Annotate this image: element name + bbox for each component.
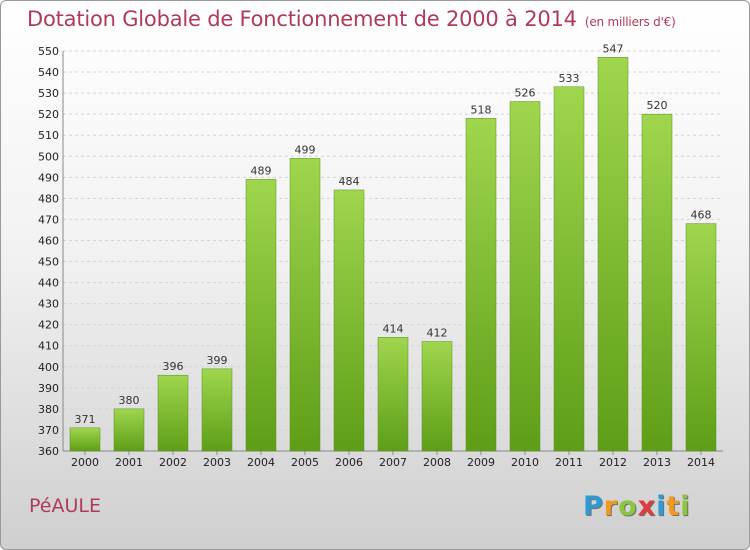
bar xyxy=(113,408,145,452)
data-labels: 371 380 396 399 489 499 484 414 412 518 526 533 547 5… xyxy=(75,42,712,426)
data-label: 547 xyxy=(603,42,624,55)
data-label: 371 xyxy=(75,413,96,426)
y-tick-label: 480 xyxy=(38,192,59,205)
y-tick-label: 410 xyxy=(38,340,59,353)
logo-letter: t xyxy=(666,491,681,522)
data-label: 414 xyxy=(383,322,404,335)
y-tick-label: 550 xyxy=(38,45,59,58)
bar xyxy=(333,189,365,452)
chart-title-text: Dotation Globale de Fonctionnement de 20… xyxy=(27,7,577,31)
y-tick-label: 460 xyxy=(38,234,59,247)
bar xyxy=(69,427,101,452)
y-tick-label: 400 xyxy=(38,361,59,374)
y-tick-label: 440 xyxy=(38,277,59,290)
logo-letter: P xyxy=(583,491,604,522)
logo-letter: x xyxy=(637,491,657,522)
x-tick-label: 2014 xyxy=(687,456,715,469)
data-label: 468 xyxy=(691,209,712,222)
y-tick-label: 490 xyxy=(38,171,59,184)
bar xyxy=(201,368,233,452)
x-tick-label: 2007 xyxy=(379,456,407,469)
data-label: 520 xyxy=(647,99,668,112)
y-tick-label: 530 xyxy=(38,87,59,100)
y-tick-label: 450 xyxy=(38,256,59,269)
data-label: 533 xyxy=(559,72,580,85)
x-tick-label: 2008 xyxy=(423,456,451,469)
y-tick-label: 520 xyxy=(38,108,59,121)
data-label: 489 xyxy=(251,164,272,177)
logo-letter: r xyxy=(603,491,619,522)
bar xyxy=(157,374,189,452)
x-tick-label: 2012 xyxy=(599,456,627,469)
y-tick-label: 470 xyxy=(38,213,59,226)
y-tick-label: 540 xyxy=(38,66,59,79)
data-label: 399 xyxy=(207,354,228,367)
bar xyxy=(597,57,629,452)
data-label: 499 xyxy=(295,143,316,156)
bar xyxy=(289,158,321,452)
bar xyxy=(685,223,717,452)
chart-title: Dotation Globale de Fonctionnement de 20… xyxy=(27,7,676,31)
data-label: 484 xyxy=(339,175,360,188)
y-tick-label: 380 xyxy=(38,403,59,416)
x-tick-label: 2000 xyxy=(71,456,99,469)
y-tick-label: 360 xyxy=(38,445,59,458)
x-tick-label: 2005 xyxy=(291,456,319,469)
data-label: 518 xyxy=(471,103,492,116)
bar xyxy=(465,118,497,452)
bar xyxy=(421,341,453,452)
bars xyxy=(69,57,717,452)
x-tick-label: 2013 xyxy=(643,456,671,469)
data-label: 396 xyxy=(163,360,184,373)
bar xyxy=(641,113,673,452)
chart-unit: (en milliers d'€) xyxy=(584,15,676,29)
data-label: 380 xyxy=(119,394,140,407)
x-tick-label: 2004 xyxy=(247,456,275,469)
data-label: 412 xyxy=(427,327,448,340)
y-tick-label: 500 xyxy=(38,150,59,163)
logo-letter: o xyxy=(618,491,638,522)
x-tick-label: 2001 xyxy=(115,456,143,469)
x-tick-label: 2011 xyxy=(555,456,583,469)
bar xyxy=(553,86,585,452)
y-tick-label: 430 xyxy=(38,298,59,311)
x-tick-label: 2003 xyxy=(203,456,231,469)
x-tick-label: 2010 xyxy=(511,456,539,469)
bar xyxy=(509,101,541,452)
bar xyxy=(377,337,409,452)
data-label: 526 xyxy=(515,87,536,100)
tick-labels: 360 370 380 390 400 410 420 430 440 450 460 470 480 4… xyxy=(38,45,715,469)
x-tick-label: 2009 xyxy=(467,456,495,469)
x-tick-label: 2006 xyxy=(335,456,363,469)
logo-letter: i xyxy=(656,491,667,522)
logo-letter: i xyxy=(680,491,691,522)
y-tick-label: 510 xyxy=(38,129,59,142)
y-tick-label: 390 xyxy=(38,382,59,395)
y-tick-label: 420 xyxy=(38,319,59,332)
proxiti-logo: Proxiti xyxy=(583,491,691,522)
x-tick-label: 2002 xyxy=(159,456,187,469)
y-tick-label: 370 xyxy=(38,424,59,437)
bar xyxy=(245,179,277,452)
commune-name: PéAULE xyxy=(29,495,101,517)
